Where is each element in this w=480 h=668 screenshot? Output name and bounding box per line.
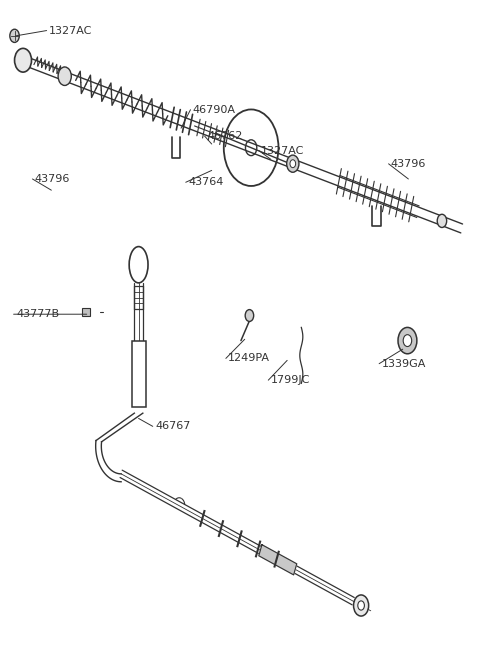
Circle shape [290, 160, 296, 168]
Circle shape [437, 214, 447, 228]
Circle shape [398, 327, 417, 354]
Text: 1799JC: 1799JC [271, 375, 310, 385]
Text: 1327AC: 1327AC [49, 25, 92, 35]
Circle shape [358, 601, 364, 610]
Text: 43796: 43796 [391, 159, 426, 169]
Ellipse shape [129, 246, 148, 283]
Bar [132, 341, 145, 407]
Text: 46767: 46767 [155, 422, 191, 432]
Polygon shape [259, 544, 297, 575]
Text: 43796: 43796 [35, 174, 70, 184]
Text: 46762: 46762 [207, 131, 242, 141]
Text: 1339GA: 1339GA [382, 359, 426, 369]
Circle shape [403, 335, 412, 347]
Text: 1249PA: 1249PA [228, 353, 270, 363]
Circle shape [10, 29, 19, 43]
Text: 43764: 43764 [188, 177, 224, 187]
Text: 1327AC: 1327AC [261, 146, 305, 156]
Text: 43777B: 43777B [16, 309, 59, 319]
Circle shape [245, 309, 253, 321]
Text: 46790A: 46790A [193, 105, 236, 115]
Circle shape [14, 48, 32, 72]
FancyBboxPatch shape [82, 308, 91, 316]
Circle shape [354, 595, 369, 616]
Circle shape [287, 155, 299, 172]
Circle shape [58, 67, 72, 86]
